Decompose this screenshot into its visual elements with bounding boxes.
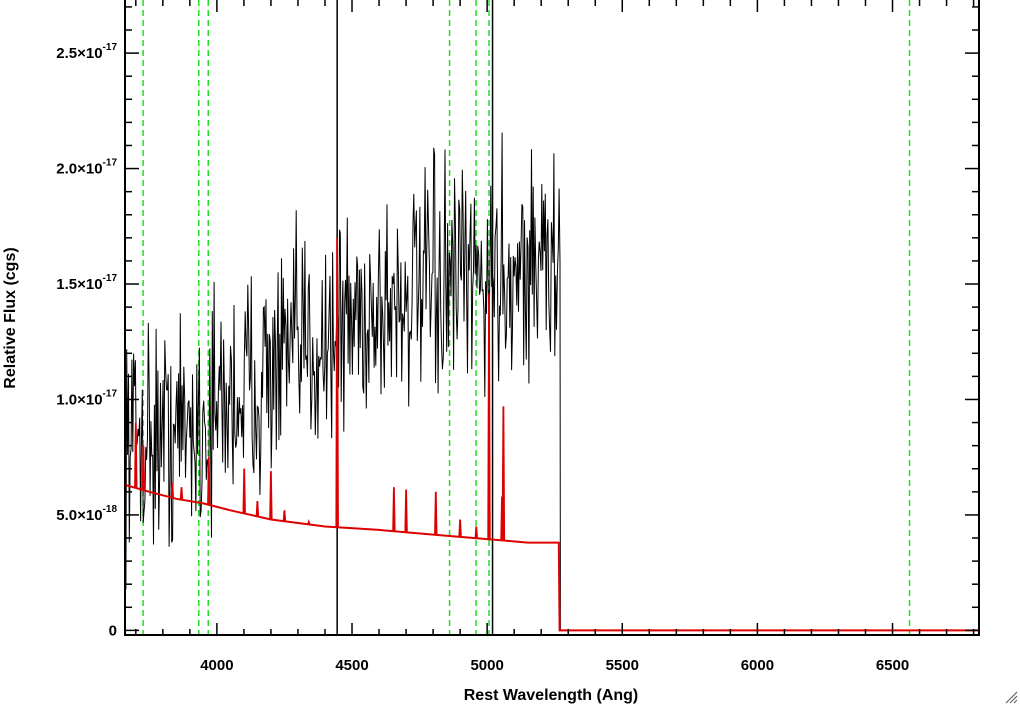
plot-frame <box>124 0 980 636</box>
y-tick-label: 1.0×10-17 <box>56 388 117 408</box>
x-tick-label: 6000 <box>741 657 774 674</box>
model-emission-line <box>392 487 396 532</box>
y-tick-label: 0 <box>109 622 117 639</box>
model-emission-line <box>282 510 287 522</box>
x-axis-title: Rest Wavelength (Ang) <box>464 687 639 704</box>
model-emission-line <box>474 526 478 539</box>
y-axis: 0 5.0×10-18 1.0×10-17 1.5×10-17 2.0×10-17 2.5… <box>56 6 979 639</box>
model-emission-line <box>487 293 491 540</box>
y-tick-label: 2.5×10-17 <box>56 42 117 62</box>
x-tick-label: 6500 <box>876 657 909 674</box>
y-tick-label: 2.0×10-17 <box>56 158 117 178</box>
y-tick-label: 1.5×10-17 <box>56 273 117 293</box>
observed-spectrum <box>125 132 979 631</box>
model-emission-line <box>141 445 146 491</box>
plot-border <box>124 0 980 636</box>
model-spectrum <box>125 237 979 632</box>
model-emission-line <box>458 519 462 537</box>
reference-lines <box>142 0 911 635</box>
model-emission-line <box>269 471 273 520</box>
y-tick-label: 5.0×10-18 <box>56 504 117 524</box>
model-emission-line <box>207 457 211 505</box>
model-emission-line <box>307 518 311 525</box>
model-emission-line <box>242 468 246 514</box>
x-tick-label: 4000 <box>200 657 233 674</box>
observed-flux-line <box>125 132 979 631</box>
x-tick-label: 5500 <box>606 657 639 674</box>
model-continuum-line <box>125 483 979 632</box>
model-emission-line <box>255 501 260 517</box>
model-emission-line <box>335 237 339 528</box>
model-emission-line <box>501 406 506 541</box>
model-emission-line <box>404 489 408 533</box>
model-emission-line <box>134 422 138 489</box>
y-axis-title: Relative Flux (cgs) <box>2 247 19 388</box>
x-axis: 4000 4500 5000 5500 6000 6500 <box>135 0 975 674</box>
x-tick-label: 4500 <box>335 657 368 674</box>
x-tick-label: 5000 <box>470 657 503 674</box>
model-emission-line <box>434 491 438 535</box>
model-emission-line <box>179 487 184 500</box>
model-emission-line <box>170 482 174 498</box>
resize-grip-icon[interactable] <box>1004 690 1018 704</box>
